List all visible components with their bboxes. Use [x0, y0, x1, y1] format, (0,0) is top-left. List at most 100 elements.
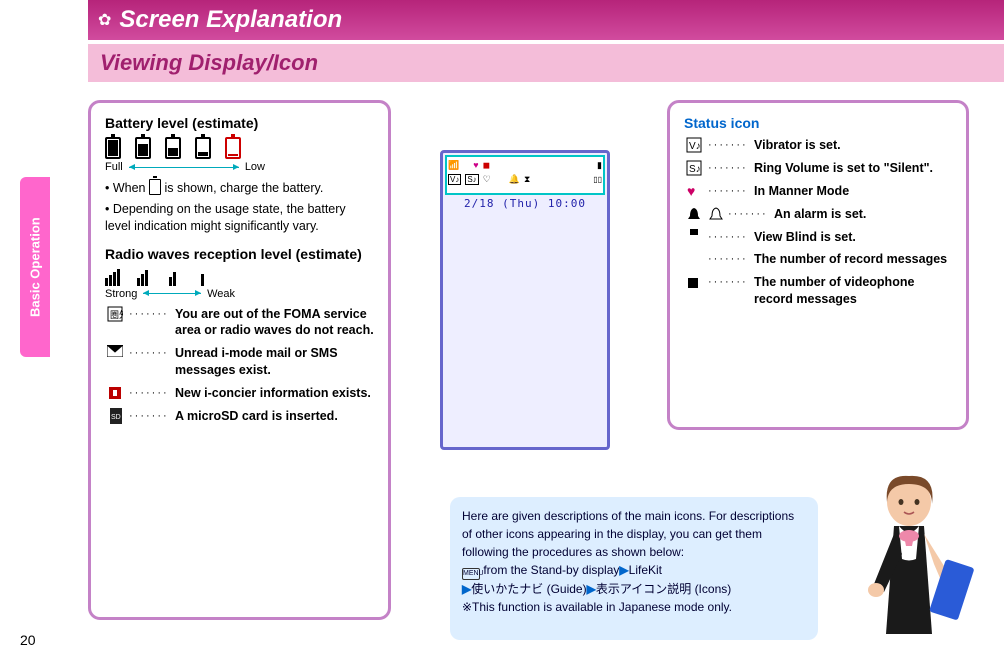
dots: ·······: [129, 306, 171, 340]
triangle-icon: ▶: [462, 582, 471, 596]
battery-title: Battery level (estimate): [105, 115, 374, 131]
battery-icon-2: [165, 137, 181, 159]
phone-row-2: V♪ S♪ ♡ 🔔 ⧗ ▯▯: [448, 172, 602, 186]
radio-title: Radio waves reception level (estimate): [105, 246, 374, 262]
icon-row: V♪ ······· Vibrator is set.: [684, 137, 952, 154]
alarm2-icon: [708, 206, 724, 222]
tip-line-2: MENU from the Stand-by display▶LifeKit: [462, 561, 806, 580]
icon-row: SD ······· A microSD card is inserted.: [105, 408, 374, 425]
weak-label: Weak: [207, 288, 235, 300]
scale-arrow: [143, 293, 201, 294]
heart-mini-icon: ♥: [473, 160, 478, 170]
subheader: Viewing Display/Icon: [88, 44, 1004, 82]
dots: ·······: [728, 206, 770, 223]
icon-row: 圏外 ······· You are out of the FOMA servi…: [105, 306, 374, 340]
battery-icon-3: [135, 137, 151, 159]
svg-text:V♪: V♪: [689, 141, 701, 152]
dots: ·······: [129, 408, 171, 425]
battery-note-1: • When is shown, charge the battery.: [105, 179, 374, 198]
icon-description: Unread i-mode mail or SMS messages exist…: [175, 345, 374, 379]
icon-description: View Blind is set.: [754, 229, 856, 246]
subheader-title: Viewing Display/Icon: [100, 50, 318, 75]
clover-icon: ✿: [98, 10, 111, 30]
view-blind-icon: [684, 229, 704, 246]
record-msg-icon: 0: [684, 251, 704, 268]
vibrator-icon: V♪: [684, 137, 704, 154]
icon-row: 0 ······· The number of videophone recor…: [684, 274, 952, 308]
icon-description: An alarm is set.: [774, 206, 866, 223]
v-mini-icon: V♪: [448, 174, 461, 185]
i-concier-icon: [105, 385, 125, 402]
signal-icons-row: [105, 268, 374, 286]
battery-icon-full: [105, 137, 121, 159]
svg-text:S♪: S♪: [689, 164, 701, 175]
svg-text:♥: ♥: [687, 183, 695, 199]
dots: ·······: [708, 183, 750, 200]
page-number: 20: [20, 632, 36, 648]
signal-icon-4: [105, 268, 121, 286]
right-info-box: Status icon V♪ ······· Vibrator is set. …: [667, 100, 969, 430]
svg-text:SD: SD: [111, 414, 121, 421]
signal-scale: Strong Weak: [105, 288, 235, 300]
manner-icon: ♥: [684, 183, 704, 200]
low-label: Low: [245, 161, 265, 173]
phone-status-bar: 📶 ♥ ◼ ▮ V♪ S♪ ♡ 🔔 ⧗ ▯▯: [445, 155, 605, 195]
icon-row: ♥ ······· In Manner Mode: [684, 183, 952, 200]
battery-icon-low: [225, 137, 241, 159]
battery-icon-1: [195, 137, 211, 159]
signal-icon-3: [135, 268, 151, 286]
triangle-icon: ▶: [587, 582, 596, 596]
signal-mini-icon: 📶: [448, 160, 459, 171]
battery-icons-row: [105, 137, 374, 159]
bell-mini-icon: 🔔: [509, 174, 520, 185]
signal-icon-2: [165, 268, 181, 286]
dots: ·······: [708, 137, 750, 154]
tip-line-4: ※This function is available in Japanese …: [462, 598, 806, 616]
phone-time: 2/18 (Thu) 10:00: [443, 197, 607, 210]
battery-note-2: • Depending on the usage state, the batt…: [105, 201, 374, 236]
icon-row: ······· An alarm is set.: [684, 206, 952, 223]
icon-description: The number of record messages: [754, 251, 947, 268]
side-tab: Basic Operation: [20, 177, 50, 357]
strong-label: Strong: [105, 288, 137, 300]
phone-mockup: 📶 ♥ ◼ ▮ V♪ S♪ ♡ 🔔 ⧗ ▯▯ 2/18 (Thu) 10:00: [440, 150, 610, 450]
status-icon-title: Status icon: [684, 115, 952, 131]
menu-icon: MENU: [462, 568, 480, 580]
scale-arrow: [129, 167, 239, 168]
tip-box: Here are given descriptions of the main …: [450, 497, 818, 640]
alarm-icon: [684, 206, 704, 223]
icon-description: You are out of the FOMA service area or …: [175, 306, 374, 340]
mail-icon: [105, 345, 125, 379]
header-title: Screen Explanation: [119, 6, 342, 34]
icon-row: ······· Unread i-mode mail or SMS messag…: [105, 345, 374, 379]
batt-mini-icon: ▮: [597, 160, 602, 171]
icon-row: S♪ ······· Ring Volume is set to "Silent…: [684, 160, 952, 177]
icon-description: The number of videophone record messages: [754, 274, 952, 308]
dots: ·······: [129, 385, 171, 402]
tip-line-1: Here are given descriptions of the main …: [462, 507, 806, 561]
blind-mini-icon: ⧗: [524, 174, 530, 185]
video-record-icon: 0: [684, 274, 704, 308]
out-of-area-icon: 圏外: [105, 306, 125, 340]
left-info-box: Battery level (estimate) Full Low • When…: [88, 100, 391, 620]
icon-description: Vibrator is set.: [754, 137, 841, 154]
square-mini-icon: ◼: [483, 160, 490, 171]
icon-row: ······· New i-concier information exists…: [105, 385, 374, 402]
silent-icon: S♪: [684, 160, 704, 177]
signal-icon-1: [195, 268, 211, 286]
triangle-icon: ▶: [619, 563, 628, 577]
icon-description: New i-concier information exists.: [175, 385, 371, 402]
icon-description: Ring Volume is set to "Silent".: [754, 160, 933, 177]
dots: ·······: [129, 345, 171, 379]
heart2-mini-icon: ♡: [483, 174, 491, 185]
dots: ·······: [708, 160, 750, 177]
rec-mini-icon: ▯▯: [593, 175, 602, 184]
page-header: ✿ Screen Explanation: [88, 0, 1004, 40]
dots: ·······: [708, 274, 750, 308]
icon-row: ······· View Blind is set.: [684, 229, 952, 246]
dots: ·······: [708, 251, 750, 268]
battery-scale: Full Low: [105, 161, 265, 173]
assistant-character: [854, 464, 974, 644]
battery-inline-icon: [149, 179, 161, 195]
s-mini-icon: S♪: [465, 174, 478, 185]
